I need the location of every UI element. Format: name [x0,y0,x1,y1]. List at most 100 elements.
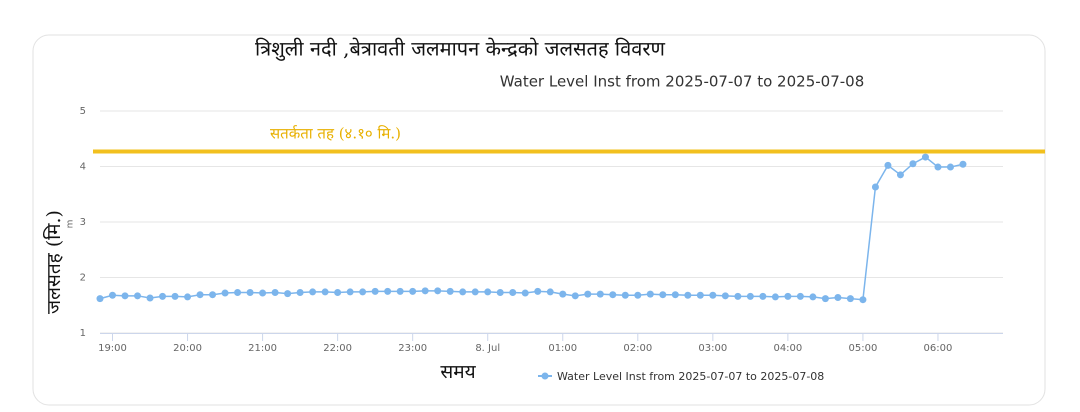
x-tick-label: 01:00 [548,343,577,354]
data-point [771,293,779,301]
data-point [134,292,142,300]
data-point [671,291,679,299]
data-point [659,291,667,299]
data-point [496,288,504,296]
data-point [409,287,417,295]
data-point [834,293,842,301]
legend: Water Level Inst from 2025-07-07 to 2025… [538,370,824,383]
x-tick-label: 02:00 [623,343,652,354]
y-unit-label: m [66,220,76,229]
card [32,34,1046,406]
data-point [171,292,179,300]
data-point [321,288,329,296]
data-point [596,290,604,298]
data-point [921,153,929,161]
data-point [484,288,492,296]
chart-title: त्रिशुली नदी ,बेत्रावती जलमापन केन्द्रको… [255,37,666,62]
data-point [246,288,254,296]
x-tick-label: 05:00 [849,343,878,354]
data-point [196,291,204,299]
x-tick-label: 22:00 [323,343,352,354]
chart-subtitle: Water Level Inst from 2025-07-07 to 2025… [500,73,864,91]
data-point [534,287,542,295]
data-point [734,292,742,300]
data-point [934,163,942,171]
x-tick-label: 03:00 [698,343,727,354]
data-point [446,287,454,295]
data-point [546,288,554,296]
data-point [434,287,442,295]
data-point [421,287,429,295]
data-point [584,290,592,298]
data-point [471,288,479,296]
data-point [709,291,717,299]
data-point [271,288,279,296]
x-tick-label: 06:00 [924,343,953,354]
data-point [809,293,817,301]
legend-label: Water Level Inst from 2025-07-07 to 2025… [557,370,824,383]
data-point [346,288,354,296]
data-point [146,294,154,302]
data-point [609,291,617,299]
data-point [109,291,117,299]
data-point [759,292,767,300]
data-point [384,287,392,295]
data-point [221,289,229,297]
data-point [959,160,967,168]
data-point [509,288,517,296]
x-tick-label: 23:00 [398,343,427,354]
y-axis-label: जलसतह (मि.) [42,210,65,314]
data-point [871,183,879,191]
data-point [946,163,954,171]
data-point [746,292,754,300]
data-point [559,290,567,298]
y-tick-label: 2 [80,273,86,284]
data-point [396,287,404,295]
threshold-label: सतर्कता तह (४.१० मि.) [270,125,401,143]
data-point [646,290,654,298]
data-point [309,288,317,296]
data-point [634,291,642,299]
x-tick-label: 8. Jul [475,343,500,354]
data-point [359,288,367,296]
data-point [184,293,192,301]
data-point [896,171,904,179]
data-point [121,292,129,300]
data-point [784,292,792,300]
data-point [859,296,867,304]
data-point [371,287,379,295]
data-point [796,292,804,300]
data-point [696,291,704,299]
x-tick-label: 04:00 [773,343,802,354]
x-tick-label: 20:00 [173,343,202,354]
x-axis-label: समय [440,361,476,383]
data-point [96,295,104,303]
data-point [721,292,729,300]
data-point [521,289,529,297]
data-point [621,291,629,299]
data-point [259,289,267,297]
series-line [99,156,964,301]
data-point [159,292,167,300]
data-point [209,291,217,299]
data-point [846,295,854,303]
y-tick-label: 5 [80,106,86,117]
legend-marker [541,372,549,380]
data-point [334,288,342,296]
data-point [571,292,579,300]
x-tick-label: 21:00 [248,343,277,354]
data-point [684,291,692,299]
data-point [296,288,304,296]
data-point [459,288,467,296]
y-tick-label: 4 [80,162,86,173]
x-tick-label: 19:00 [98,343,127,354]
y-tick-label: 1 [80,328,86,339]
data-point [909,160,917,168]
data-point [284,290,292,298]
y-tick-label: 3 [80,217,86,228]
data-point [884,161,892,169]
data-point [234,288,242,296]
data-point [821,295,829,303]
